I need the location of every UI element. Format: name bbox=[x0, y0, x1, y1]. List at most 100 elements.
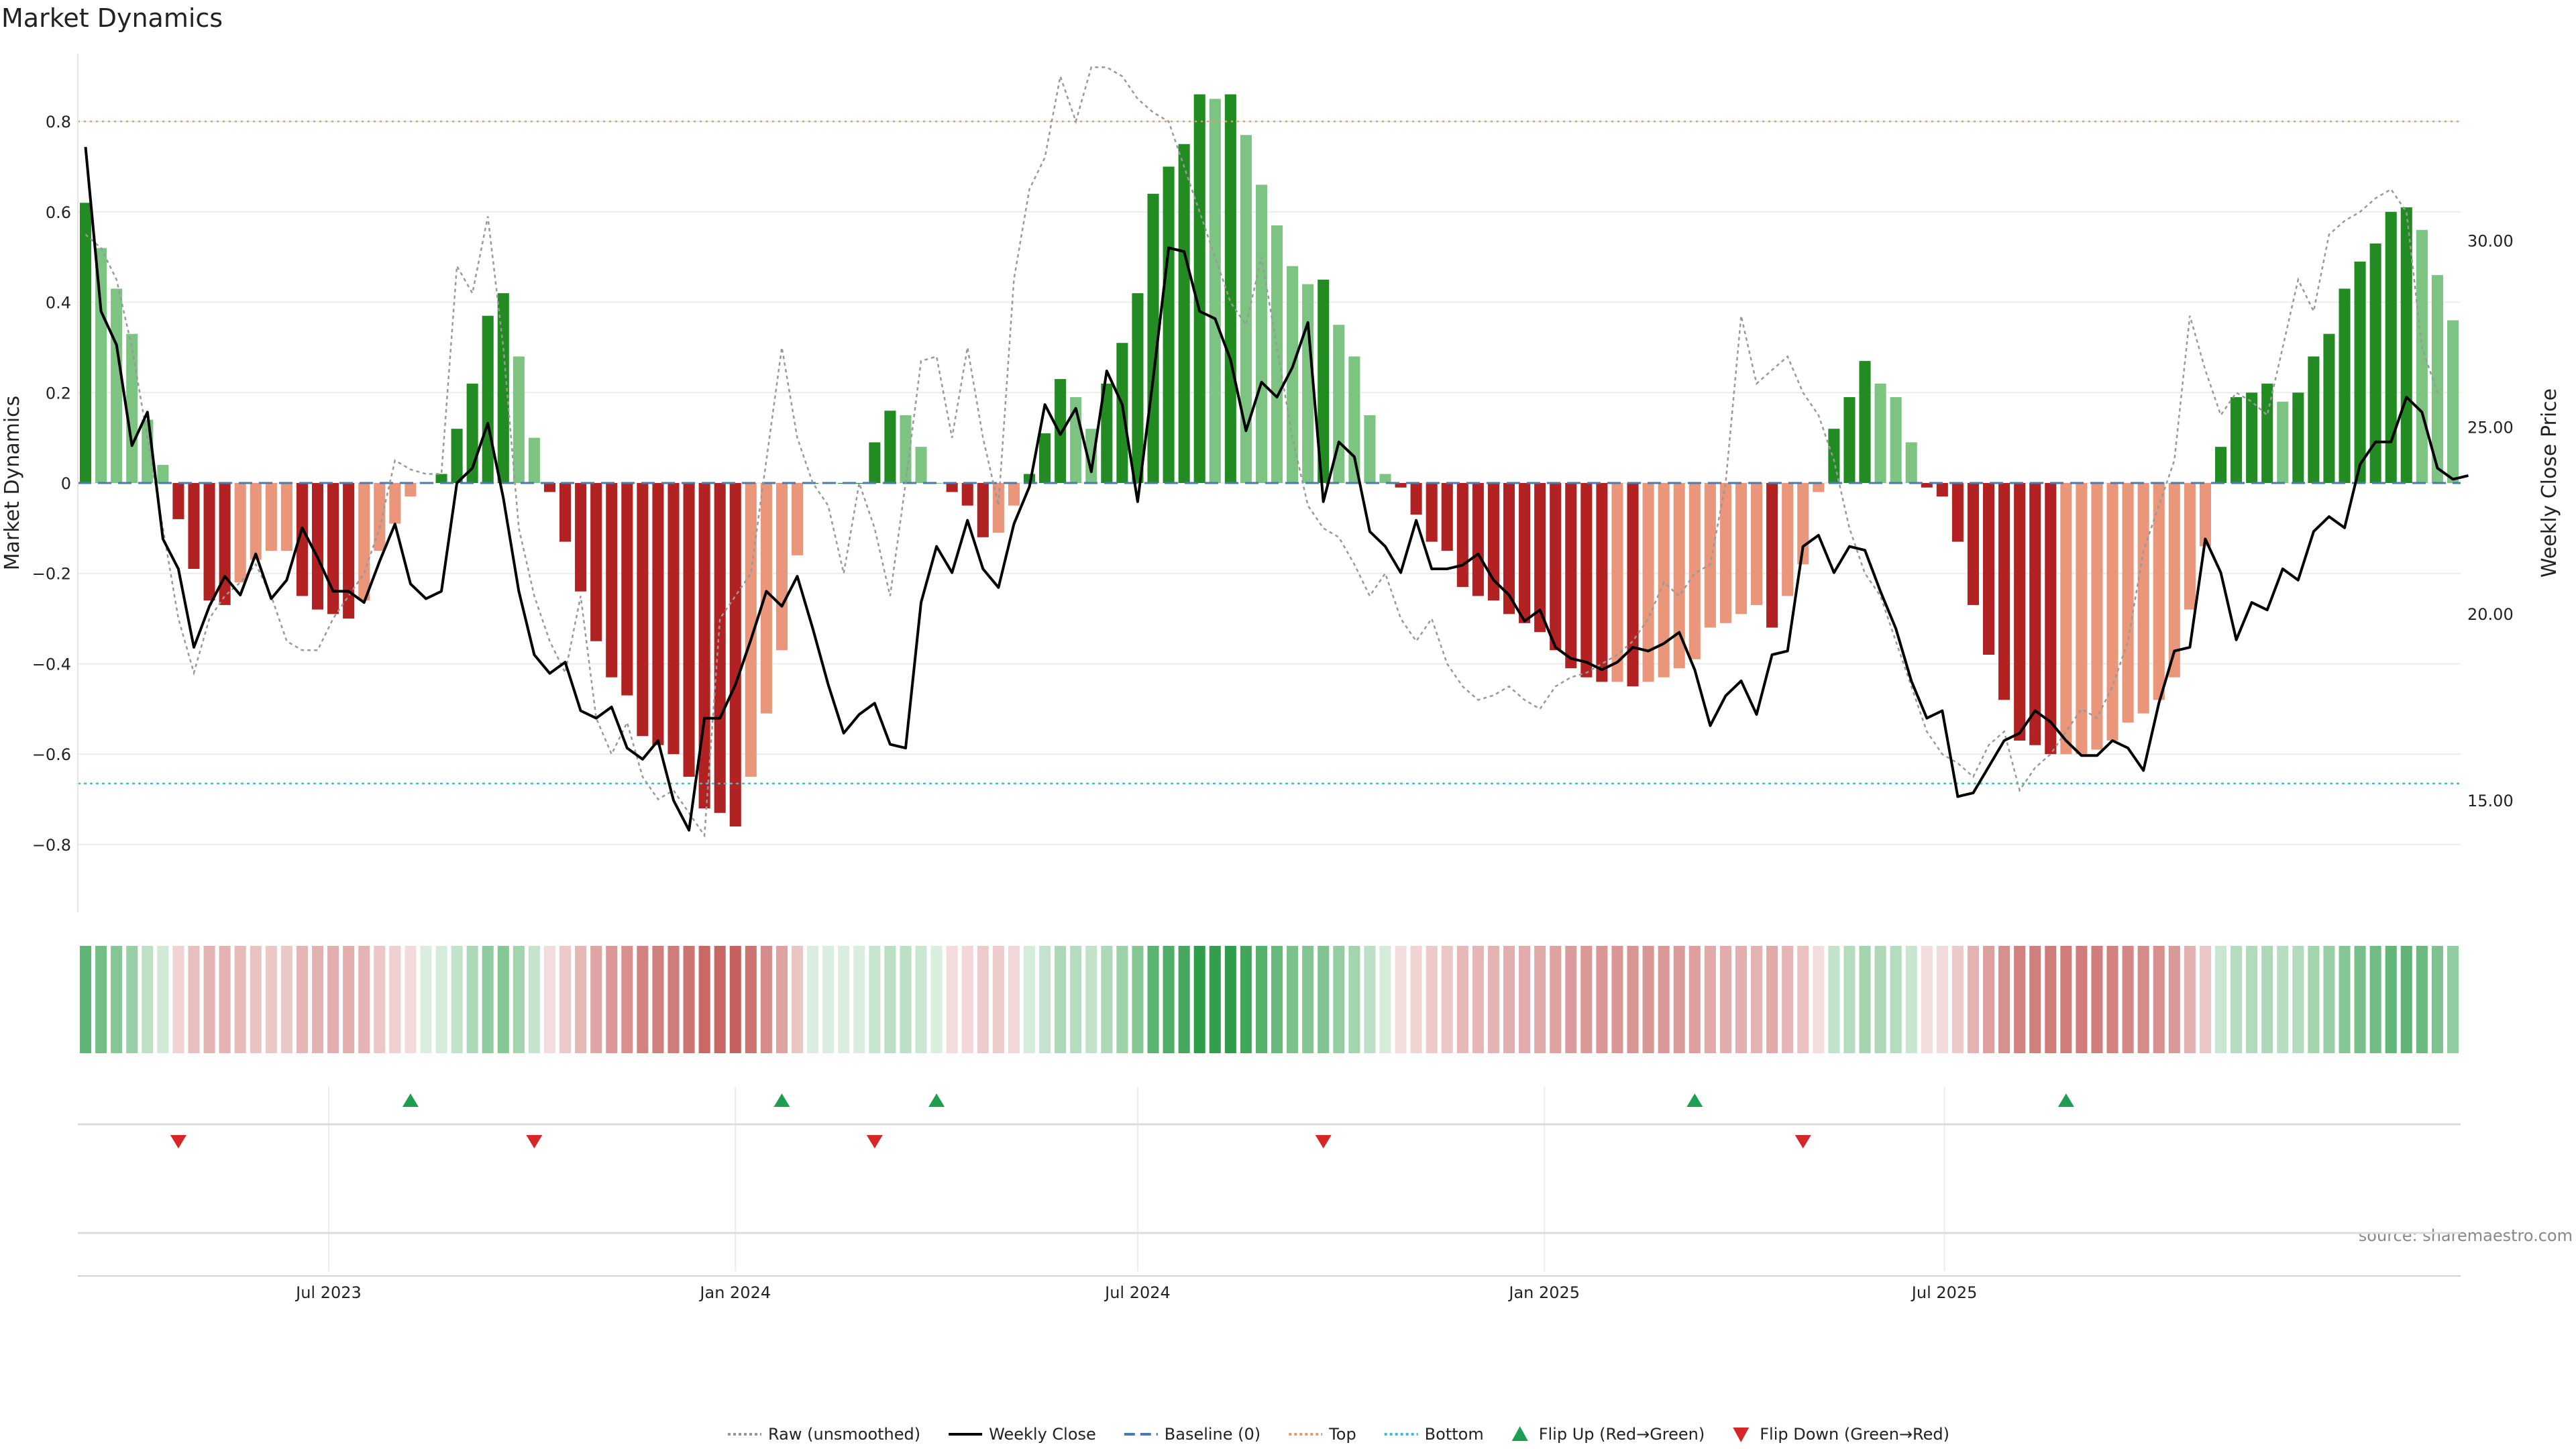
heat-cell bbox=[2199, 946, 2211, 1053]
x-tick-label: Jan 2024 bbox=[698, 1283, 771, 1302]
heat-cell bbox=[1967, 946, 1979, 1053]
legend-label: Top bbox=[1328, 1425, 1356, 1444]
right-tick-label: 30.00 bbox=[2467, 231, 2514, 250]
bar bbox=[1519, 483, 1531, 623]
legend: Raw (unsmoothed) Weekly Close Baseline (0)… bbox=[728, 1425, 1949, 1444]
heat-cell bbox=[1132, 946, 1144, 1053]
heat-cell bbox=[2246, 946, 2258, 1053]
heat-cell bbox=[234, 946, 246, 1053]
legend-label: Flip Up (Red→Green) bbox=[1539, 1425, 1705, 1444]
bar bbox=[2308, 356, 2320, 483]
heat-cell bbox=[265, 946, 277, 1053]
bar bbox=[900, 415, 912, 483]
heat-cell bbox=[311, 946, 324, 1053]
bar bbox=[1859, 361, 1871, 483]
bar bbox=[1364, 415, 1376, 483]
heat-cell bbox=[1348, 946, 1360, 1053]
bar bbox=[575, 483, 587, 592]
bar bbox=[2339, 288, 2351, 483]
bar bbox=[1472, 483, 1484, 596]
heat-cell bbox=[1240, 946, 1252, 1053]
heat-cell bbox=[1302, 946, 1314, 1053]
bar bbox=[930, 483, 943, 484]
bar bbox=[2261, 383, 2273, 483]
bar bbox=[1193, 94, 1205, 483]
heat-cell bbox=[2323, 946, 2335, 1053]
bar bbox=[2416, 229, 2428, 483]
flip-down-marker bbox=[170, 1135, 186, 1148]
heat-cell bbox=[838, 946, 850, 1053]
heat-cell bbox=[497, 946, 509, 1053]
heat-cell bbox=[807, 946, 819, 1053]
heat-cell bbox=[111, 946, 123, 1053]
heat-cell bbox=[1287, 946, 1299, 1053]
bar bbox=[95, 248, 107, 483]
heat-cell bbox=[1658, 946, 1670, 1053]
heat-cell bbox=[575, 946, 587, 1053]
heat-cell bbox=[451, 946, 463, 1053]
heat-cell bbox=[2214, 946, 2227, 1053]
heat-cell bbox=[1410, 946, 1422, 1053]
heat-cell bbox=[683, 946, 695, 1053]
heat-cell bbox=[1487, 946, 1499, 1053]
bar bbox=[528, 437, 540, 483]
heat-cell bbox=[343, 946, 355, 1053]
heat-cell bbox=[2184, 946, 2196, 1053]
bar bbox=[1224, 94, 1236, 483]
heat-cell bbox=[1828, 946, 1840, 1053]
heat-cell bbox=[1766, 946, 1778, 1053]
bar bbox=[1936, 483, 1948, 497]
heat-cell bbox=[606, 946, 618, 1053]
heat-cell bbox=[775, 946, 788, 1053]
heat-cell bbox=[714, 946, 726, 1053]
bar bbox=[1565, 483, 1577, 669]
heat-cell bbox=[2447, 946, 2459, 1053]
heat-cell bbox=[296, 946, 308, 1053]
heat-cell bbox=[2400, 946, 2412, 1053]
heat-cell bbox=[1921, 946, 1933, 1053]
bar bbox=[2292, 392, 2304, 483]
bar bbox=[667, 483, 680, 755]
heat-cell bbox=[2045, 946, 2057, 1053]
heat-cell bbox=[559, 946, 572, 1053]
heat-cell bbox=[1085, 946, 1097, 1053]
heat-cell bbox=[1735, 946, 1748, 1053]
heat-cell bbox=[2339, 946, 2351, 1053]
flip-up-marker bbox=[928, 1093, 945, 1107]
bar bbox=[2400, 207, 2412, 483]
bar bbox=[265, 483, 277, 551]
bar bbox=[698, 483, 710, 809]
bar bbox=[482, 315, 494, 483]
left-tick-label: −0.2 bbox=[32, 565, 71, 584]
heat-cell bbox=[1719, 946, 1731, 1053]
heat-cell bbox=[992, 946, 1004, 1053]
heat-cell bbox=[2385, 946, 2397, 1053]
bar bbox=[869, 442, 881, 483]
bar bbox=[2231, 397, 2243, 483]
bar bbox=[1039, 433, 1051, 483]
legend-label: Baseline (0) bbox=[1165, 1425, 1260, 1444]
bar bbox=[853, 483, 865, 484]
heat-cell bbox=[1178, 946, 1190, 1053]
bar bbox=[2106, 483, 2118, 741]
bar bbox=[1178, 144, 1190, 483]
bar bbox=[157, 465, 169, 483]
heat-cell bbox=[2137, 946, 2149, 1053]
bar bbox=[1766, 483, 1778, 628]
grid-layer bbox=[78, 121, 2461, 1271]
bar bbox=[280, 483, 292, 551]
bar bbox=[1395, 483, 1407, 488]
bar bbox=[1271, 225, 1283, 483]
heat-cell bbox=[729, 946, 741, 1053]
bar bbox=[1580, 483, 1593, 678]
heat-cell bbox=[745, 946, 757, 1053]
bar bbox=[2168, 483, 2180, 678]
bar bbox=[1209, 99, 1221, 484]
heat-cell bbox=[1673, 946, 1685, 1053]
x-tick-label: Jul 2023 bbox=[294, 1283, 362, 1302]
heat-cell bbox=[358, 946, 370, 1053]
bar bbox=[2385, 211, 2397, 483]
heat-cell bbox=[884, 946, 896, 1053]
heat-cell bbox=[1905, 946, 1917, 1053]
heat-cell bbox=[219, 946, 231, 1053]
